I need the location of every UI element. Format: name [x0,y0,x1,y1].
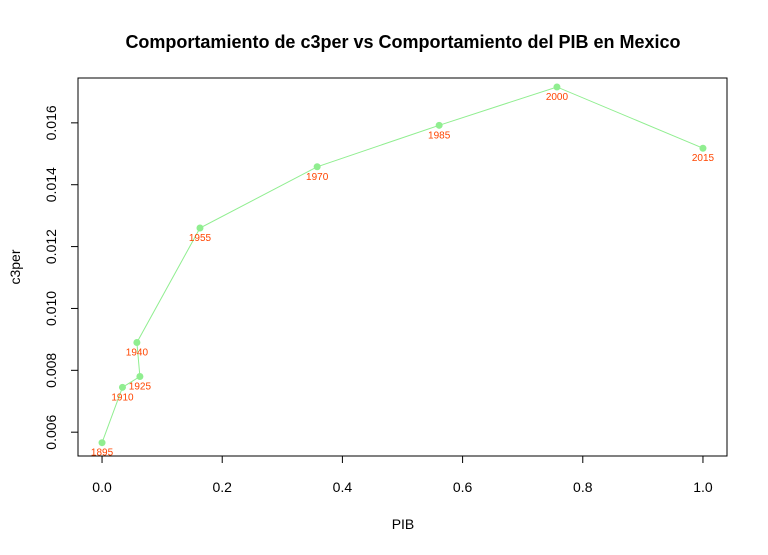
y-tick-label: 0.008 [43,353,59,388]
x-axis: 0.0 0.2 0.4 0.6 0.8 1.0 [92,455,713,495]
data-point-label: 1955 [189,233,212,244]
data-point-label: 1940 [126,347,149,358]
y-tick-label: 0.006 [43,414,59,449]
data-point-label: 2000 [546,92,569,103]
x-tick-label: 0.4 [333,479,353,495]
data-point [435,121,443,129]
y-tick-label: 0.012 [43,229,59,264]
data-point [118,383,126,391]
chart-title: Comportamiento de c3per vs Comportamient… [125,32,680,52]
data-point [699,144,707,152]
data-point [313,163,321,171]
y-tick-label: 0.014 [43,167,59,202]
x-tick-label: 0.0 [92,479,112,495]
y-tick-label: 0.016 [43,105,59,140]
data-point [553,83,561,91]
data-point-label: 2015 [692,153,715,164]
data-point-label: 1970 [306,172,329,183]
data-point [133,338,141,346]
x-tick-label: 1.0 [693,479,713,495]
plot-frame [77,77,728,457]
data-point-label: 1925 [129,382,152,393]
y-axis: 0.006 0.008 0.010 0.012 0.014 0.016 [43,105,79,450]
data-point-label: 1985 [428,130,451,141]
data-point [196,224,204,232]
x-tick-label: 0.2 [212,479,232,495]
x-tick-label: 0.8 [573,479,593,495]
y-axis-label: c3per [7,249,23,284]
data-point [136,373,144,381]
x-axis-label: PIB [392,516,415,532]
data-point-label: 1910 [111,392,134,403]
series-line [101,86,704,443]
data-point-label: 1895 [91,448,114,459]
data-point [98,439,106,447]
x-tick-label: 0.6 [453,479,473,495]
y-tick-label: 0.010 [43,291,59,326]
